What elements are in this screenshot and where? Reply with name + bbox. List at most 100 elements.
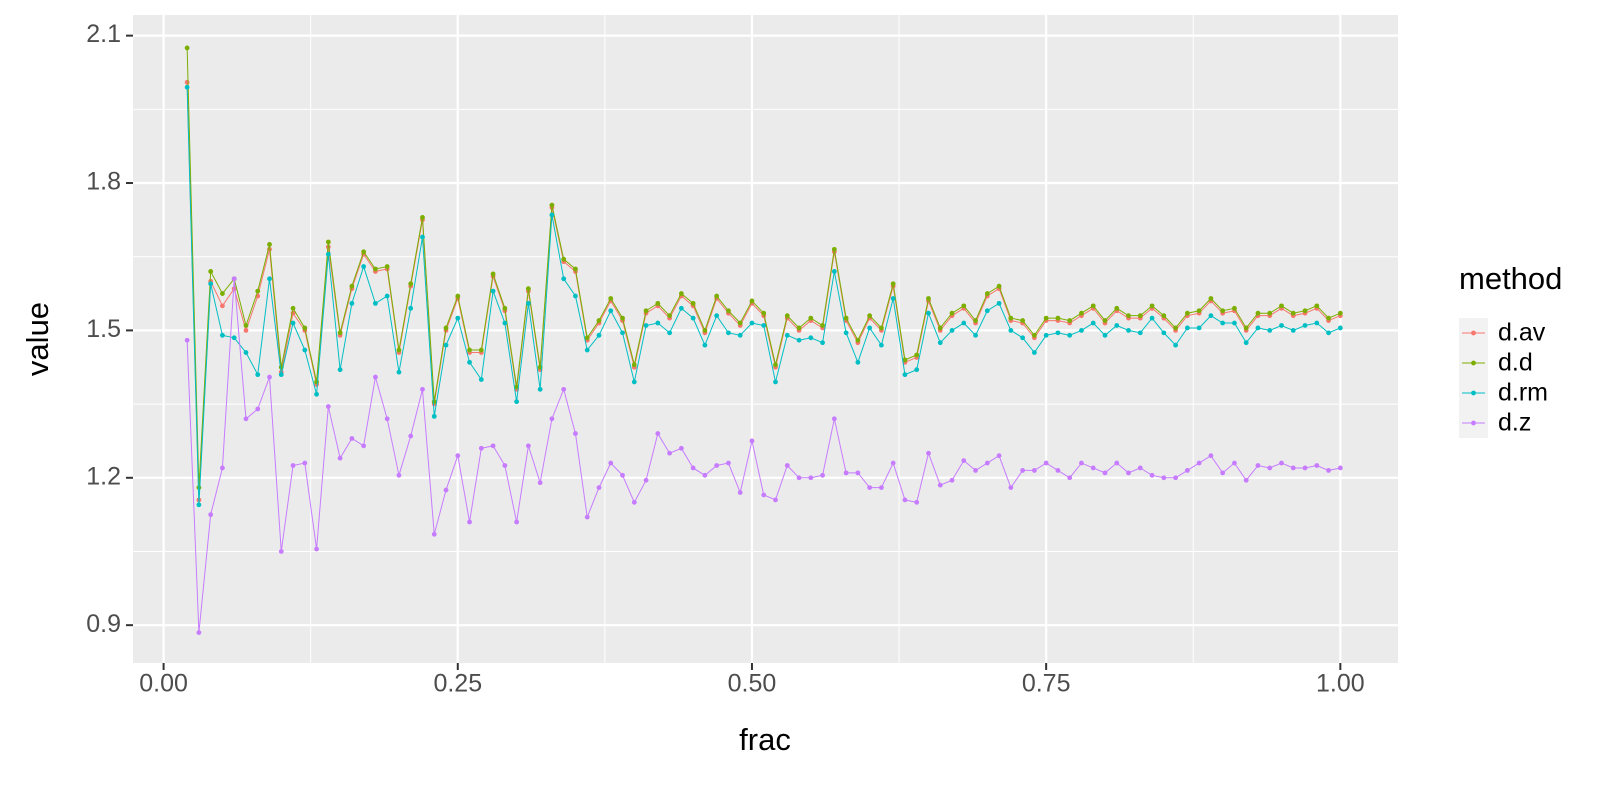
data-point bbox=[1208, 453, 1214, 459]
data-point bbox=[290, 305, 296, 311]
data-point bbox=[643, 477, 649, 483]
data-point bbox=[1326, 330, 1331, 336]
x-tick-label: 1.00 bbox=[1316, 670, 1365, 698]
data-point bbox=[1137, 465, 1143, 471]
data-point bbox=[690, 315, 696, 321]
data-point bbox=[879, 342, 884, 348]
data-point bbox=[1184, 325, 1190, 331]
data-point bbox=[302, 460, 308, 466]
data-point bbox=[478, 347, 484, 353]
data-point bbox=[490, 443, 496, 449]
data-point bbox=[1126, 328, 1131, 333]
data-point bbox=[573, 266, 578, 272]
data-point bbox=[843, 330, 849, 336]
data-point bbox=[996, 300, 1002, 306]
data-point bbox=[1149, 315, 1155, 321]
data-point bbox=[973, 332, 978, 338]
data-point bbox=[973, 468, 978, 473]
data-point bbox=[314, 391, 319, 397]
data-point bbox=[1055, 330, 1061, 336]
data-point bbox=[408, 281, 414, 287]
data-point bbox=[843, 315, 849, 321]
data-point bbox=[867, 325, 873, 331]
data-point bbox=[608, 308, 614, 314]
data-point bbox=[396, 369, 402, 375]
data-point bbox=[1031, 332, 1037, 338]
data-point bbox=[537, 480, 543, 486]
data-point bbox=[408, 305, 414, 311]
data-point bbox=[243, 328, 249, 333]
data-point bbox=[678, 445, 684, 451]
data-point bbox=[1184, 310, 1190, 316]
data-point bbox=[961, 303, 967, 309]
data-point bbox=[820, 323, 825, 328]
data-point bbox=[314, 546, 319, 552]
x-tick-label: 0.00 bbox=[139, 670, 188, 698]
data-point bbox=[1302, 323, 1308, 328]
data-point bbox=[514, 399, 520, 405]
data-point bbox=[231, 276, 237, 282]
data-point bbox=[373, 374, 378, 380]
data-point bbox=[726, 460, 731, 466]
data-point bbox=[714, 313, 720, 319]
data-point bbox=[1090, 465, 1096, 471]
data-point bbox=[243, 416, 249, 422]
data-point bbox=[396, 472, 402, 478]
data-point bbox=[1031, 468, 1037, 473]
data-point bbox=[502, 463, 508, 468]
data-point bbox=[643, 323, 649, 328]
data-point bbox=[961, 458, 967, 463]
data-point bbox=[584, 514, 590, 520]
data-point bbox=[1043, 315, 1049, 321]
data-point bbox=[443, 325, 449, 331]
data-point bbox=[926, 450, 931, 456]
data-point bbox=[1220, 308, 1226, 314]
data-point bbox=[1020, 318, 1026, 323]
data-point bbox=[984, 291, 990, 296]
data-point bbox=[655, 300, 661, 306]
data-point bbox=[596, 485, 602, 491]
data-point bbox=[1196, 460, 1202, 466]
data-point bbox=[1290, 328, 1296, 333]
data-point bbox=[926, 296, 931, 301]
data-point bbox=[184, 337, 190, 343]
data-point bbox=[761, 310, 767, 316]
data-point bbox=[855, 337, 861, 343]
data-point bbox=[1008, 328, 1014, 333]
data-point bbox=[549, 202, 555, 208]
data-point bbox=[1043, 332, 1049, 338]
data-point bbox=[914, 499, 920, 505]
data-point bbox=[525, 300, 531, 306]
data-point bbox=[431, 531, 437, 537]
data-point bbox=[549, 416, 555, 422]
data-point bbox=[926, 310, 931, 316]
data-point bbox=[1055, 468, 1061, 473]
data-point bbox=[1102, 318, 1108, 323]
data-point bbox=[337, 455, 343, 461]
data-point bbox=[784, 313, 790, 319]
data-point bbox=[290, 463, 296, 468]
data-point bbox=[525, 286, 531, 292]
data-point bbox=[420, 215, 425, 220]
data-point bbox=[302, 347, 308, 353]
data-point bbox=[914, 352, 920, 358]
data-point bbox=[325, 239, 331, 245]
legend-key-point bbox=[1471, 360, 1476, 366]
data-point bbox=[561, 256, 567, 262]
data-point bbox=[1090, 320, 1096, 326]
data-point bbox=[396, 347, 402, 353]
data-point bbox=[749, 438, 755, 444]
data-point bbox=[220, 303, 225, 309]
data-point bbox=[208, 281, 214, 287]
data-point bbox=[784, 332, 790, 338]
data-point bbox=[831, 269, 837, 274]
data-point bbox=[773, 362, 778, 368]
legend-label: d.d bbox=[1498, 349, 1533, 377]
data-point bbox=[973, 318, 978, 323]
data-point bbox=[820, 340, 825, 346]
data-point bbox=[1114, 460, 1120, 466]
data-point bbox=[573, 293, 578, 299]
data-point bbox=[1208, 313, 1214, 319]
data-point bbox=[667, 313, 672, 319]
data-point bbox=[278, 372, 284, 378]
